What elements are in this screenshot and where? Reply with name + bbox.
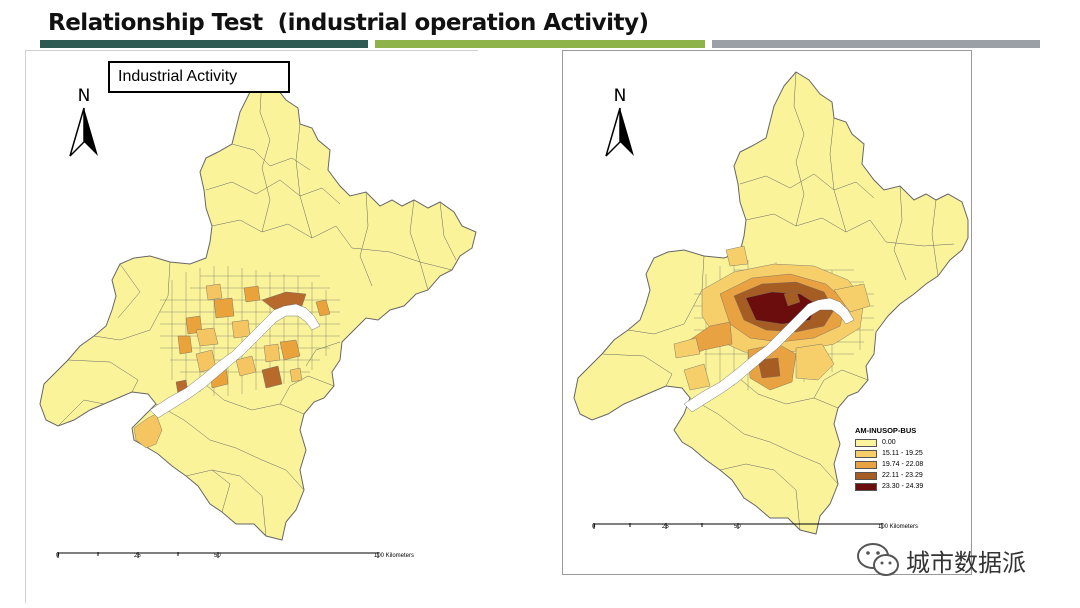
scale-label-100: 100 Kilometers [878, 524, 919, 530]
legend-swatch [855, 482, 877, 491]
scale-label-0: 0 [56, 553, 60, 559]
slide-title: Relationship Test (industrial operation … [48, 10, 649, 36]
scale-label-0: 0 [592, 524, 596, 530]
legend-label: 15.11 - 19.25 [882, 450, 923, 457]
title-underline-gray [712, 40, 1040, 48]
legend-swatch [855, 438, 877, 447]
north-arrow-right: N [602, 86, 638, 167]
north-label: N [77, 86, 91, 106]
scale-label-50: 50 [734, 524, 741, 530]
scale-bar-right: 0 25 50 100 Kilometers [592, 518, 932, 540]
legend-swatch [855, 460, 877, 469]
legend-title: AM-INUSOP-BUS [855, 426, 917, 435]
north-arrow-icon [605, 107, 634, 157]
legend-item: 19.74 - 22.08 [855, 459, 923, 470]
watermark-text: 城市数据派 [906, 548, 1026, 577]
legend-label: 0.00 [882, 439, 896, 446]
district-boundaries [601, 71, 955, 531]
watermark: 城市数据派 [856, 542, 1026, 578]
legend-label: 22.11 - 23.29 [882, 472, 923, 479]
north-arrow-icon [69, 107, 98, 157]
title-underline-dark [40, 40, 368, 48]
yangtze-river [683, 297, 855, 413]
title-underline-green [375, 40, 705, 48]
legend-item: 23.30 - 24.39 [855, 481, 923, 492]
north-label: N [613, 86, 627, 106]
legend-item: 15.11 - 19.25 [855, 448, 923, 459]
yangtze-river [149, 303, 321, 419]
scale-label-100: 100 Kilometers [374, 553, 415, 559]
scale-label-25: 25 [662, 524, 669, 530]
scale-label-50: 50 [214, 553, 221, 559]
legend-swatch [855, 449, 877, 458]
legend-label: 23.30 - 24.39 [882, 483, 924, 490]
district-boundaries [57, 77, 457, 537]
map-label-industrial-activity: Industrial Activity [108, 61, 290, 93]
north-arrow-left: N [66, 86, 102, 167]
choropleth-classes [673, 245, 871, 391]
scale-label-25: 25 [134, 553, 141, 559]
map-legend: AM-INUSOP-BUS 0.00 15.11 - 19.25 19.74 -… [855, 426, 923, 492]
scale-bar-ticks [57, 552, 379, 558]
wechat-icon [857, 543, 899, 576]
legend-item: 0.00 [855, 437, 923, 448]
scale-bar-left: 0 25 50 100 Kilometers [56, 547, 414, 569]
scale-bar-ticks [593, 523, 883, 529]
legend-item: 22.11 - 23.29 [855, 470, 923, 481]
legend-swatch [855, 471, 877, 480]
legend-label: 19.74 - 22.08 [882, 461, 924, 468]
